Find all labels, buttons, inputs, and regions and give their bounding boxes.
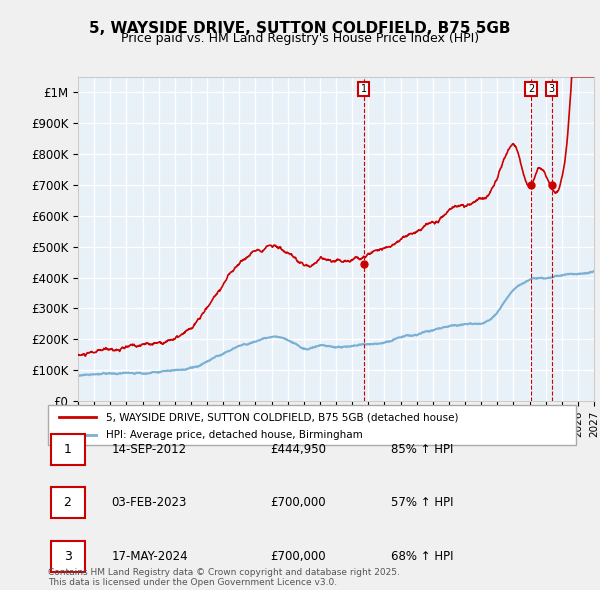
Text: 2: 2	[64, 496, 71, 510]
Text: £700,000: £700,000	[270, 549, 325, 563]
Text: 5, WAYSIDE DRIVE, SUTTON COLDFIELD, B75 5GB: 5, WAYSIDE DRIVE, SUTTON COLDFIELD, B75 …	[89, 21, 511, 35]
Text: 14-SEP-2012: 14-SEP-2012	[112, 443, 187, 457]
Text: Contains HM Land Registry data © Crown copyright and database right 2025.
This d: Contains HM Land Registry data © Crown c…	[48, 568, 400, 587]
Text: 68% ↑ HPI: 68% ↑ HPI	[391, 549, 454, 563]
Text: 3: 3	[548, 84, 555, 94]
Text: 1: 1	[64, 443, 71, 457]
FancyBboxPatch shape	[50, 434, 85, 466]
Text: £700,000: £700,000	[270, 496, 325, 510]
Text: 3: 3	[64, 549, 71, 563]
Text: Price paid vs. HM Land Registry's House Price Index (HPI): Price paid vs. HM Land Registry's House …	[121, 32, 479, 45]
FancyBboxPatch shape	[50, 540, 85, 572]
Text: 03-FEB-2023: 03-FEB-2023	[112, 496, 187, 510]
Text: HPI: Average price, detached house, Birmingham: HPI: Average price, detached house, Birm…	[106, 431, 363, 440]
Text: 5, WAYSIDE DRIVE, SUTTON COLDFIELD, B75 5GB (detached house): 5, WAYSIDE DRIVE, SUTTON COLDFIELD, B75 …	[106, 412, 458, 422]
Text: £444,950: £444,950	[270, 443, 326, 457]
Text: 2: 2	[528, 84, 534, 94]
Text: 1: 1	[361, 84, 367, 94]
Text: 17-MAY-2024: 17-MAY-2024	[112, 549, 188, 563]
Text: 85% ↑ HPI: 85% ↑ HPI	[391, 443, 454, 457]
FancyBboxPatch shape	[48, 405, 576, 445]
Text: 57% ↑ HPI: 57% ↑ HPI	[391, 496, 454, 510]
FancyBboxPatch shape	[50, 487, 85, 519]
